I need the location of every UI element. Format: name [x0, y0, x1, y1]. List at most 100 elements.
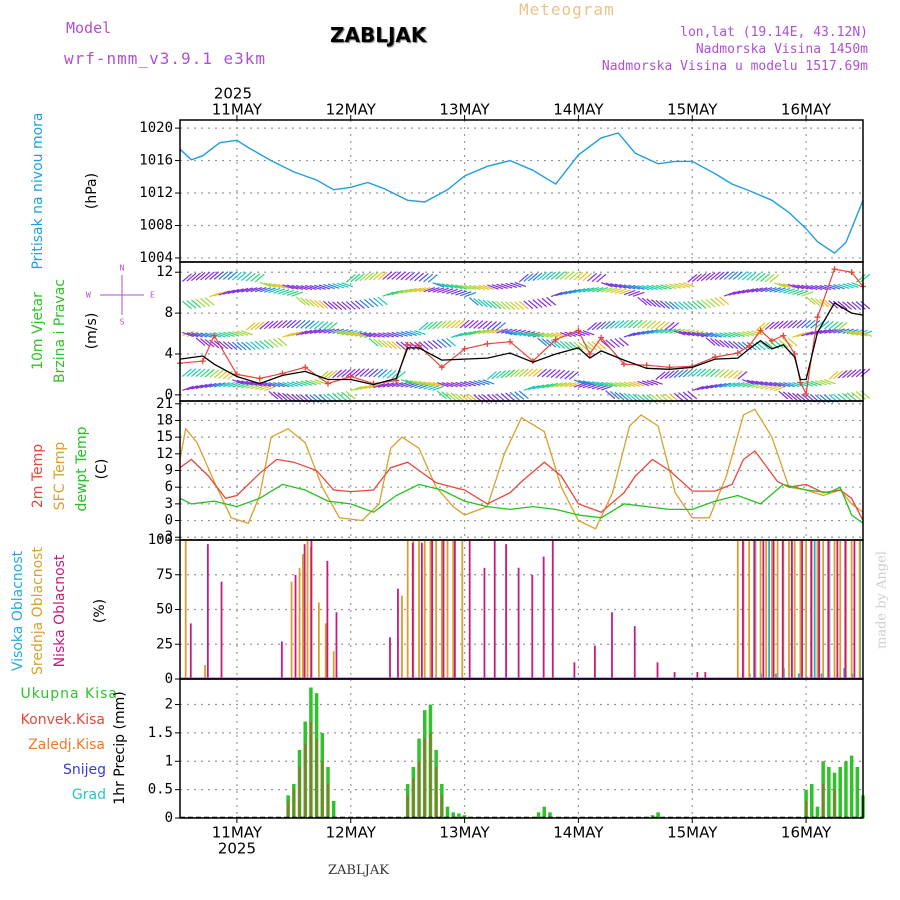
wind-gust-marker	[814, 314, 821, 321]
wind-barb	[605, 381, 618, 388]
wind-barb	[209, 271, 220, 280]
wind-barb	[796, 331, 809, 338]
wind-barb	[546, 271, 557, 281]
wind-barb	[318, 321, 329, 330]
wind-barb	[441, 283, 454, 289]
wind-barb	[691, 300, 702, 310]
wind-barb	[395, 341, 406, 351]
wind-barb	[728, 370, 739, 379]
cloud-low-title: Niska Oblacnost	[52, 554, 68, 667]
wind-barb	[241, 272, 252, 282]
wind-barb	[646, 284, 659, 291]
y-tick-label: 75	[156, 567, 173, 583]
wind-barb	[710, 337, 721, 347]
wind-barb	[259, 287, 272, 293]
wind-barb	[477, 320, 488, 330]
wind-barb	[273, 288, 285, 294]
wind-barb	[714, 332, 727, 338]
wind-barb	[742, 288, 754, 294]
wind-barb	[354, 273, 365, 282]
wind-barb	[769, 381, 782, 387]
wind-barb	[823, 320, 834, 330]
wind-barb	[200, 383, 212, 389]
wind-barb	[450, 284, 463, 290]
wind-barb	[605, 287, 618, 293]
wind-barb	[418, 321, 429, 331]
wind-barb	[204, 271, 215, 281]
wind-barb	[555, 291, 568, 297]
wind-barb	[282, 332, 294, 338]
wind-barb	[701, 332, 713, 338]
wind-barb	[218, 340, 229, 350]
wind-barb	[514, 301, 525, 310]
wind-barb	[582, 272, 593, 282]
wind-barb	[227, 331, 240, 337]
wind-barb	[600, 287, 613, 293]
wind-barb	[304, 298, 315, 307]
wind-barb	[728, 340, 739, 350]
wind-gust-marker	[507, 338, 514, 345]
y-tick-label: 1008	[139, 217, 173, 233]
temp-dewpt-line	[179, 483, 864, 524]
wind-barb	[450, 381, 463, 388]
wind-barb	[637, 380, 650, 387]
wind-barb	[519, 331, 531, 337]
wind-barb	[719, 332, 732, 338]
wind-barb	[546, 332, 559, 338]
wind-barb	[273, 283, 285, 289]
wind-barb	[669, 283, 681, 289]
wind-barb	[646, 298, 657, 308]
wind-barb	[491, 321, 502, 331]
wind-barb	[514, 391, 525, 400]
footer-station: ZABLJAK	[328, 863, 389, 878]
wind-barb	[792, 284, 804, 290]
wind-barb	[664, 283, 677, 290]
wind-barb	[241, 330, 253, 336]
wind-barb	[245, 272, 256, 282]
wind-barb	[222, 341, 233, 350]
wind-barb	[437, 287, 449, 293]
precip-conv-bar	[435, 766, 438, 818]
station-title: ZABLJAK	[330, 23, 427, 47]
wind-barb	[609, 320, 620, 329]
wind-barb	[814, 380, 827, 386]
wind-barb	[537, 332, 549, 338]
wind-barb-band	[181, 368, 871, 388]
wind-barb	[651, 284, 663, 291]
wind-barb	[532, 332, 545, 338]
wind-barb	[446, 283, 458, 289]
y-tick-label: 1004	[139, 250, 173, 266]
wind-barb	[532, 299, 543, 308]
model-name: wrf-nmm_v3.9.1 e3km	[64, 49, 267, 68]
wind-barb	[272, 320, 283, 329]
wind-barb	[505, 392, 516, 402]
wind-barb	[405, 287, 417, 294]
wind-barb	[382, 332, 395, 338]
wind-barb	[432, 381, 445, 388]
wind-barb	[810, 329, 823, 336]
wind-barb	[446, 288, 458, 295]
wind-barb	[505, 301, 516, 311]
wind-barb	[568, 271, 579, 281]
wind-barb	[409, 272, 420, 281]
wind-barb	[377, 382, 390, 388]
wind-barb	[596, 273, 607, 283]
wind-barb	[332, 369, 343, 379]
temp-2m-title: 2m Temp	[30, 444, 46, 508]
wind-barb	[468, 297, 479, 306]
wind-barb	[186, 368, 197, 377]
wind-barb	[773, 339, 784, 349]
wind-barb	[204, 382, 217, 389]
wind-barb	[696, 368, 707, 377]
wind-barb	[614, 288, 627, 294]
wind-barb	[546, 296, 557, 306]
wind-barb	[236, 330, 249, 336]
wind-barb	[505, 369, 516, 378]
wind-barb	[327, 322, 338, 331]
x-label-top: 12MAY	[326, 101, 377, 119]
wind-barb	[396, 289, 408, 295]
wind-barb	[851, 368, 862, 378]
wind-gust-marker	[484, 340, 491, 347]
wind-barb	[518, 300, 529, 310]
wind-barb	[632, 319, 643, 329]
